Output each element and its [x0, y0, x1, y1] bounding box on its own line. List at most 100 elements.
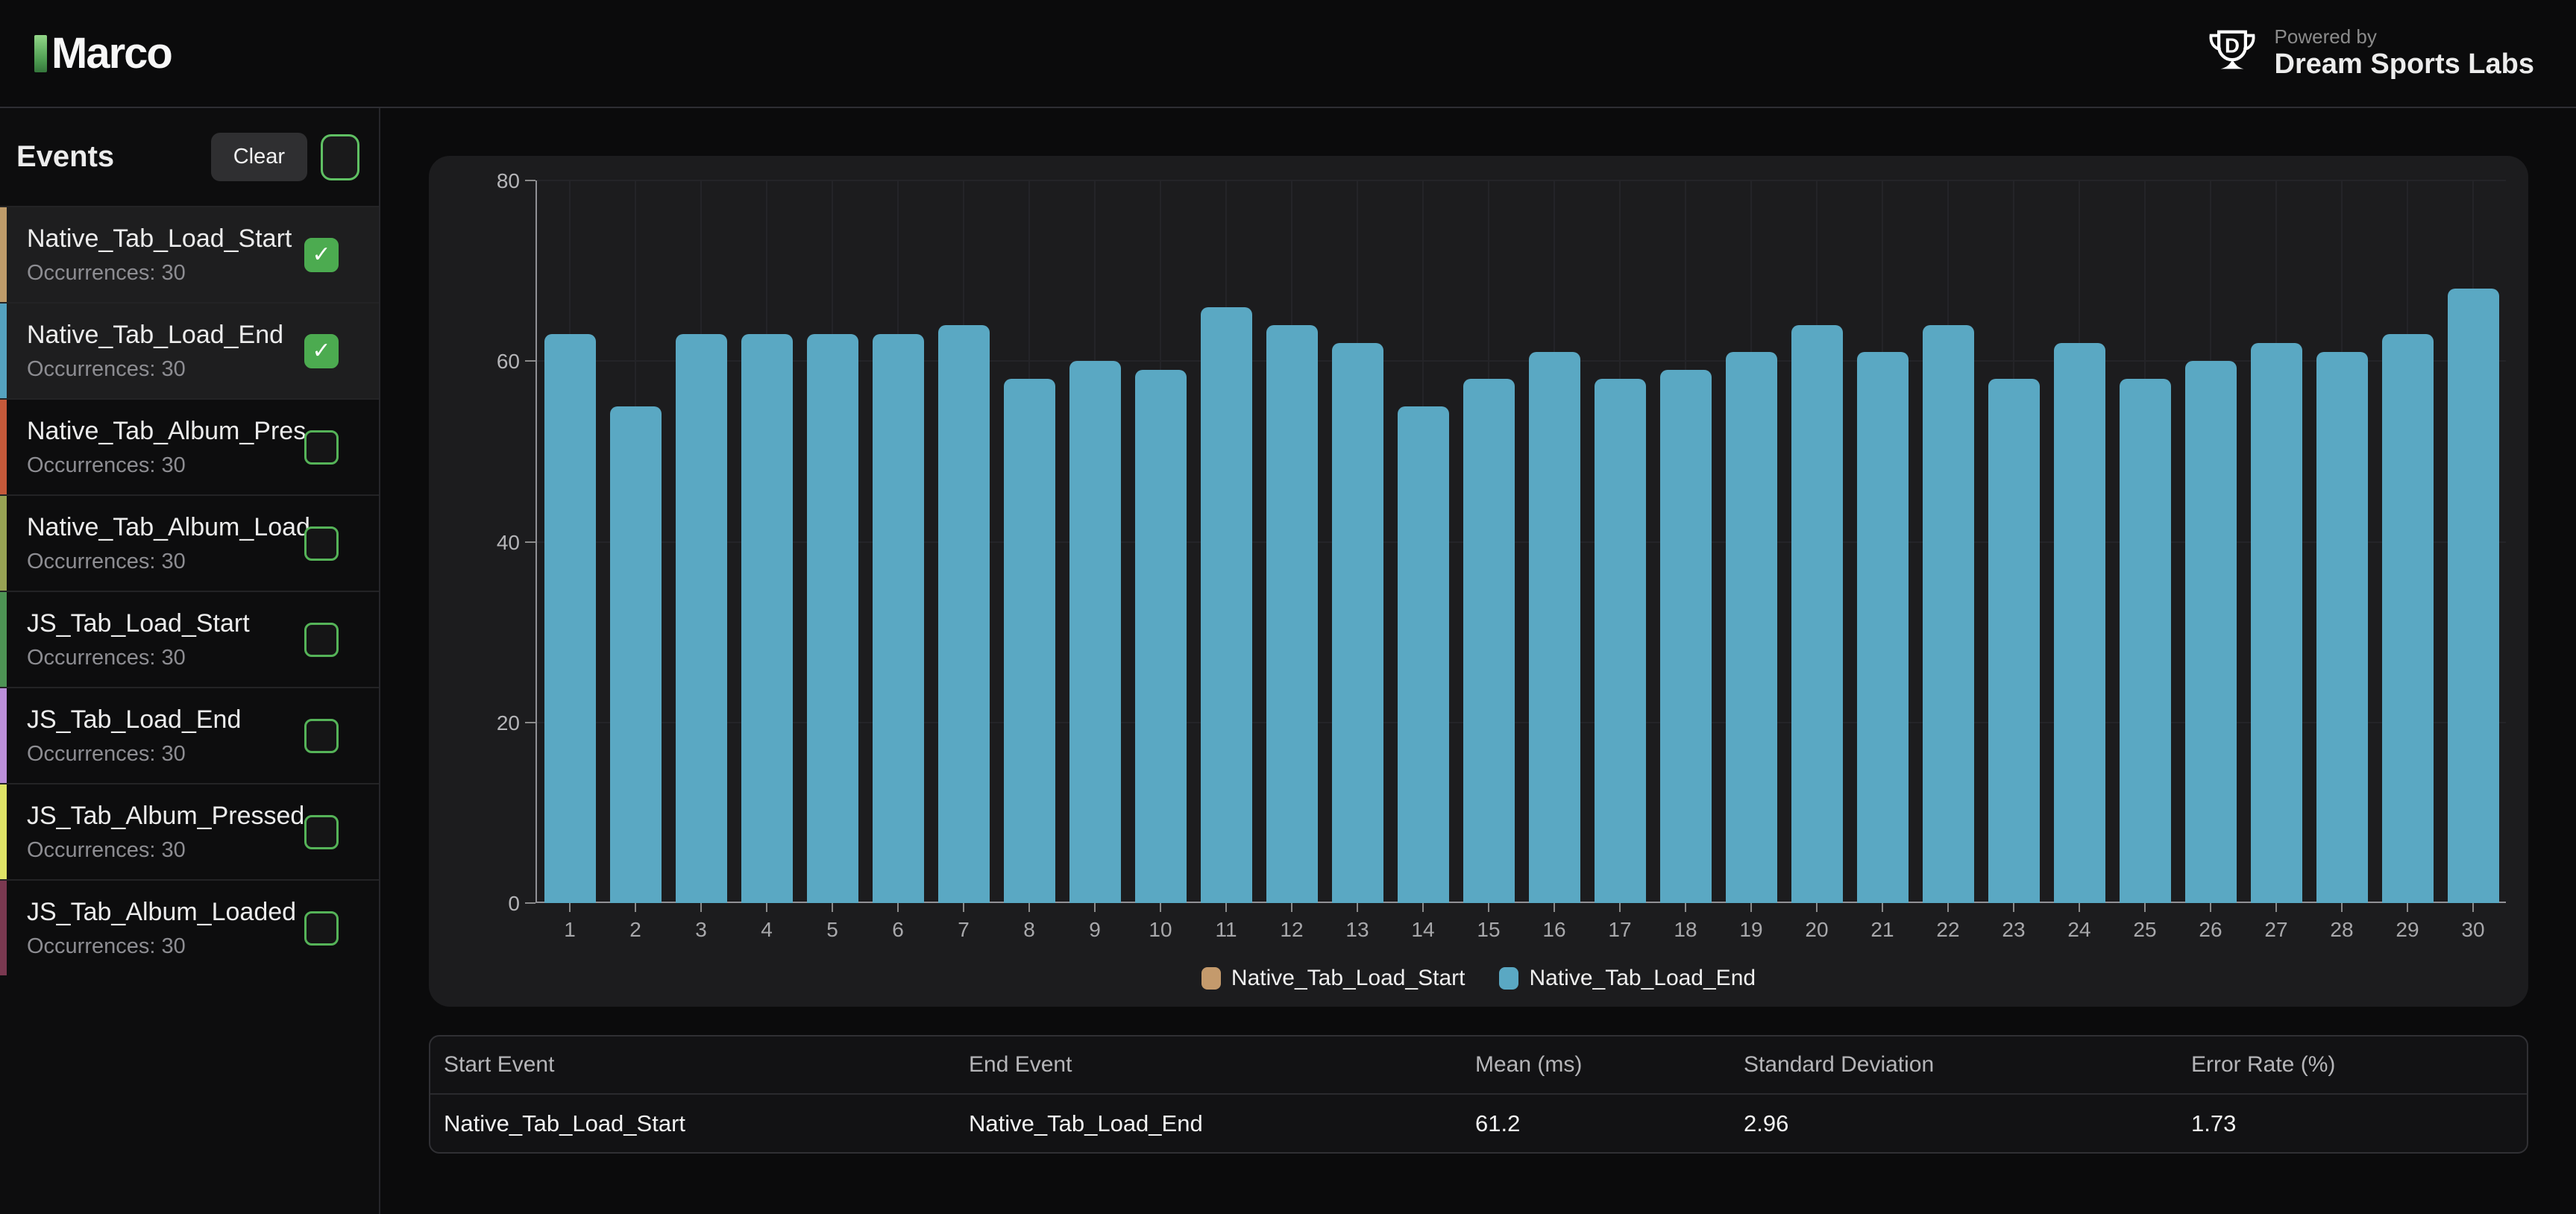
chart-bar: [675, 333, 727, 903]
table-row: Native_Tab_Load_Start Native_Tab_Load_End…: [430, 1095, 2527, 1152]
chart-slot: [865, 180, 931, 903]
event-list-item[interactable]: Native_Tab_Album_Load... Occurrences: 30: [0, 494, 379, 591]
event-checkbox[interactable]: [304, 526, 339, 561]
y-axis-tick: [525, 721, 535, 723]
event-checkbox[interactable]: [304, 622, 339, 657]
event-occurrences: Occurrences: 30: [27, 645, 186, 670]
x-axis-tick: [1028, 903, 1030, 912]
event-occurrences: Occurrences: 30: [27, 549, 186, 573]
chart-slot: [1653, 180, 1718, 903]
x-axis-label: 26: [2199, 918, 2222, 941]
clear-button[interactable]: Clear: [210, 133, 307, 181]
event-list-item[interactable]: Native_Tab_Load_End Occurrences: 30 ✓: [0, 302, 379, 398]
event-text: Native_Tab_Load_Start Occurrences: 30: [27, 224, 304, 286]
x-axis-tick: [2407, 903, 2408, 912]
event-checkbox[interactable]: [304, 718, 339, 753]
x-axis-label: 25: [2133, 918, 2157, 941]
x-axis-label: 10: [1149, 918, 1172, 941]
x-axis-cell: 8: [996, 903, 1062, 942]
x-axis-tick: [897, 903, 899, 912]
chart-bar: [2250, 343, 2302, 903]
x-axis-tick: [1816, 903, 1818, 912]
y-axis-tick: [525, 902, 535, 904]
x-axis-cell: 29: [2375, 903, 2440, 942]
x-axis-cell: 22: [1915, 903, 1981, 942]
x-axis-tick: [1422, 903, 1424, 912]
event-list-item[interactable]: Native_Tab_Album_Pres... Occurrences: 30: [0, 398, 379, 494]
event-color-strip: [0, 688, 7, 783]
event-text: JS_Tab_Album_Pressed Occurrences: 30: [27, 802, 304, 863]
x-axis-label: 11: [1215, 918, 1237, 941]
chart-bar: [2053, 343, 2105, 903]
x-axis-tick: [1291, 903, 1292, 912]
event-text: Native_Tab_Album_Load... Occurrences: 30: [27, 513, 331, 574]
x-axis-cell: 10: [1128, 903, 1193, 942]
x-axis-cell: 23: [1981, 903, 2046, 942]
event-name: JS_Tab_Load_End: [27, 705, 242, 734]
x-axis-label: 20: [1805, 918, 1829, 941]
legend-swatch: [1201, 967, 1221, 990]
chart-bar: [1725, 352, 1777, 903]
x-axis-label: 16: [1542, 918, 1566, 941]
select-all-checkbox[interactable]: [321, 133, 359, 180]
chart-bar: [1266, 324, 1318, 903]
x-axis-tick: [2341, 903, 2343, 912]
event-checkbox[interactable]: ✓: [304, 237, 339, 272]
chart-slot: [1128, 180, 1193, 903]
x-axis-tick: [2472, 903, 2474, 912]
x-axis-cell: 13: [1325, 903, 1390, 942]
x-axis-cell: 4: [734, 903, 799, 942]
logo-green-bar-icon: [34, 34, 47, 72]
chart-bar: [1856, 352, 1909, 903]
x-axis-cell: 19: [1718, 903, 1784, 942]
chart-bar: [2184, 361, 2237, 903]
legend-item: Native_Tab_Load_End: [1499, 966, 1756, 991]
x-axis-label: 7: [958, 918, 970, 941]
event-text: Native_Tab_Load_End Occurrences: 30: [27, 321, 304, 382]
event-list-item[interactable]: JS_Tab_Album_Loaded Occurrences: 30: [0, 879, 379, 975]
event-checkbox[interactable]: [304, 910, 339, 946]
chart-bar: [1069, 361, 1121, 903]
x-axis-cell: 16: [1521, 903, 1587, 942]
x-axis-tick: [2275, 903, 2277, 912]
chart-bar: [1200, 306, 1252, 903]
event-text: Native_Tab_Album_Pres... Occurrences: 30: [27, 417, 327, 478]
chart-slot: [668, 180, 734, 903]
event-name: JS_Tab_Album_Loaded: [27, 897, 297, 926]
y-axis-tick: [525, 360, 535, 362]
x-axis-label: 28: [2330, 918, 2354, 941]
chart-slot: [1784, 180, 1850, 903]
x-axis-cell: 14: [1390, 903, 1456, 942]
chart-bar: [1134, 370, 1187, 903]
chart-slot: [2046, 180, 2112, 903]
x-axis-labels: 1 2 3 4 5 6 7 8 9 10 11 12 13 14 15 16 17 18 19 20 21 22 23 24 2…: [537, 903, 2506, 942]
y-axis-label: 20: [496, 711, 520, 735]
y-axis-tick: [525, 541, 535, 543]
x-axis-label: 23: [2002, 918, 2026, 941]
chart-slot: [1981, 180, 2046, 903]
x-axis-cell: 25: [2112, 903, 2178, 942]
event-occurrences: Occurrences: 30: [27, 837, 186, 862]
event-checkbox[interactable]: ✓: [304, 333, 339, 368]
chart-bar: [1331, 343, 1383, 903]
chart-slot: [799, 180, 865, 903]
table-header-cell: Start Event: [444, 1052, 555, 1077]
x-axis-cell: 2: [603, 903, 668, 942]
events-list: Native_Tab_Load_Start Occurrences: 30 ✓ Nat…: [0, 206, 379, 975]
table-header-cell: Error Rate (%): [2191, 1052, 2336, 1077]
event-checkbox[interactable]: [304, 430, 339, 465]
x-axis-label: 8: [1023, 918, 1035, 941]
event-checkbox[interactable]: [304, 814, 339, 849]
x-axis-tick: [700, 903, 702, 912]
x-axis-cell: 7: [931, 903, 996, 942]
y-axis-labels: 0 20 40 60 80: [429, 169, 520, 915]
x-axis-cell: 26: [2178, 903, 2243, 942]
event-list-item[interactable]: Native_Tab_Load_Start Occurrences: 30 ✓: [0, 206, 379, 302]
chart-bar: [1594, 379, 1646, 903]
svg-text:D: D: [2225, 34, 2240, 57]
x-axis-tick: [1357, 903, 1358, 912]
event-color-strip: [0, 496, 7, 591]
event-list-item[interactable]: JS_Tab_Load_Start Occurrences: 30: [0, 591, 379, 687]
event-list-item[interactable]: JS_Tab_Load_End Occurrences: 30: [0, 687, 379, 783]
event-list-item[interactable]: JS_Tab_Album_Pressed Occurrences: 30: [0, 783, 379, 879]
